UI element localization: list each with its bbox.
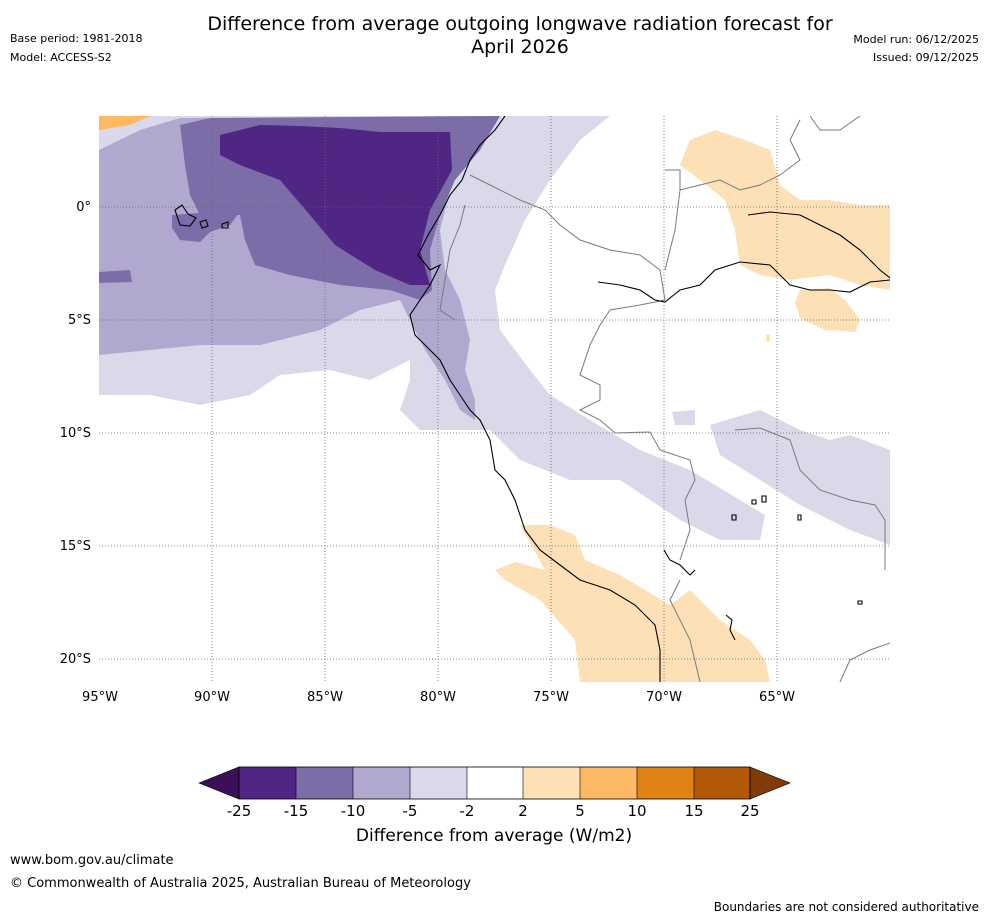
colorbar-tick-n10: -10: [341, 802, 366, 820]
colorbar-tick-p2: 2: [518, 802, 528, 820]
map-title-line-2: April 2026: [471, 36, 569, 58]
anomaly-region-p5-corner: [99, 116, 150, 130]
issued-label: Issued: 09/12/2025: [872, 51, 979, 64]
colorbar-tick-n15: -15: [284, 802, 309, 820]
country-borders: [439, 116, 890, 682]
latitude-labels: 0° 5°S 10°S 15°S 20°S: [60, 200, 91, 667]
colorbar-swatch-p5: [580, 767, 637, 799]
lon-label-65w: 65°W: [759, 690, 795, 705]
colorbar-tick-p10: 10: [627, 802, 646, 820]
website-link[interactable]: www.bom.gov.au/climate: [10, 853, 174, 868]
boundary-disclaimer: Boundaries are not considered authoritat…: [713, 900, 979, 914]
lon-label-70w: 70°W: [646, 690, 682, 705]
colorbar-swatch-p10: [637, 767, 694, 799]
map-title: Difference from average outgoing longwav…: [0, 13, 988, 59]
lon-label-80w: 80°W: [420, 690, 456, 705]
base-period-label: Base period: 1981-2018: [10, 32, 143, 45]
colorbar-swatch-zero: [467, 767, 523, 799]
colorbar-swatch-n2: [410, 767, 467, 799]
lat-label-5s: 5°S: [68, 313, 91, 328]
colorbar-swatch-p2: [523, 767, 580, 799]
anomaly-region-n2-small: [672, 410, 695, 425]
lon-label-95w: 95°W: [82, 690, 118, 705]
lat-label-0: 0°: [76, 200, 91, 215]
anomaly-region-n15: [220, 125, 452, 285]
anomaly-region-p2-north: [680, 130, 890, 290]
lon-label-90w: 90°W: [194, 690, 230, 705]
anomaly-region-n10-west: [99, 270, 132, 283]
anomaly-region-p2-blob: [795, 288, 860, 332]
colorbar-ticks: -25 -15 -10 -5 -2 2 5 10 15 25: [227, 802, 760, 820]
colorbar-swatch-n10: [296, 767, 353, 799]
colorbar-swatch-n5: [353, 767, 410, 799]
model-run-label: Model run: 06/12/2025: [853, 33, 979, 46]
map-title-line-1: Difference from average outgoing longwav…: [207, 13, 833, 35]
anomaly-region-p2-dot: [766, 335, 770, 341]
colorbar-tick-p5: 5: [575, 802, 585, 820]
gridlines: [99, 116, 890, 682]
colorbar-swatch-p15: [694, 767, 750, 799]
lat-label-10s: 10°S: [60, 426, 91, 441]
colorbar-extend-low: [198, 766, 240, 800]
lat-label-20s: 20°S: [60, 652, 91, 667]
colorbar-tick-n2: -2: [460, 802, 475, 820]
lon-label-85w: 85°W: [307, 690, 343, 705]
colorbar-extend-high: [749, 766, 791, 800]
coastline: [174, 116, 890, 682]
anomaly-region-n2-east: [710, 410, 890, 545]
colorbar-label: Difference from average (W/m2): [355, 826, 633, 846]
colorbar-tick-n25: -25: [227, 802, 252, 820]
map-area: [99, 116, 890, 682]
model-label: Model: ACCESS-S2: [10, 51, 112, 64]
colorbar: -25 -15 -10 -5 -2 2 5 10 15 25: [198, 766, 791, 820]
colorbar-tick-p25: 25: [740, 802, 759, 820]
lon-label-75w: 75°W: [533, 690, 569, 705]
lat-label-15s: 15°S: [60, 539, 91, 554]
longitude-labels: 95°W 90°W 85°W 80°W 75°W 70°W 65°W: [82, 690, 795, 705]
copyright-notice: © Commonwealth of Australia 2025, Austra…: [10, 876, 471, 891]
colorbar-tick-p15: 15: [684, 802, 703, 820]
colorbar-tick-n5: -5: [403, 802, 418, 820]
colorbar-swatch-n15: [239, 767, 296, 799]
